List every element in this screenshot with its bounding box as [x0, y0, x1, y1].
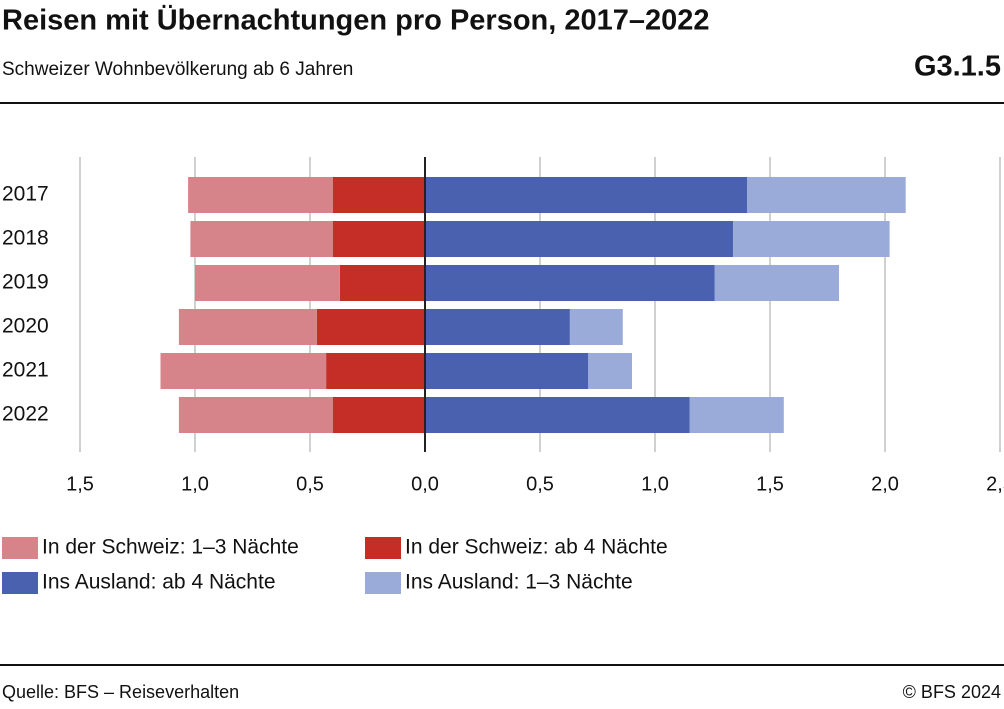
bar [333, 177, 425, 213]
y-tick-label: 2019 [2, 271, 49, 294]
bar [316, 309, 425, 345]
bar [188, 177, 333, 213]
legend-label: In der Schweiz: ab 4 Nächte [405, 536, 668, 559]
bar [588, 353, 632, 389]
chart-id: G3.1.5 [914, 51, 1001, 83]
bar [160, 353, 327, 389]
legend-swatch [365, 572, 401, 594]
x-tick-label: 1,0 [181, 473, 209, 495]
bar [425, 397, 690, 433]
bar [178, 309, 317, 345]
y-tick-label: 2017 [2, 183, 49, 206]
x-tick-label: 1,5 [66, 473, 94, 495]
x-tick-label: 2,0 [871, 473, 899, 495]
legend-label: Ins Ausland: 1–3 Nächte [405, 571, 633, 594]
y-tick-label: 2018 [2, 227, 49, 250]
bar [689, 397, 784, 433]
bar [333, 221, 425, 257]
copyright: © BFS 2024 [903, 682, 1001, 702]
bar [569, 309, 623, 345]
y-tick-label: 2020 [2, 315, 49, 338]
bar [425, 221, 734, 257]
x-tick-label: 1,5 [756, 473, 784, 495]
y-tick-label: 2021 [2, 359, 49, 382]
bar [425, 353, 589, 389]
chart-title: Reisen mit Übernachtungen pro Person, 20… [2, 4, 710, 37]
bar [326, 353, 425, 389]
bar [190, 221, 333, 257]
source: Quelle: BFS – Reiseverhalten [2, 682, 239, 702]
bar [425, 177, 747, 213]
legend-swatch [2, 537, 38, 559]
bar [333, 397, 425, 433]
x-tick-label: 0,0 [411, 473, 439, 495]
bar [339, 265, 425, 301]
x-tick-label: 2,5 [986, 473, 1004, 495]
bar [425, 309, 570, 345]
bar [733, 221, 890, 257]
bar [714, 265, 839, 301]
chart-subtitle: Schweizer Wohnbevölkerung ab 6 Jahren [2, 59, 353, 80]
legend-swatch [2, 572, 38, 594]
bar [178, 397, 333, 433]
legend-label: In der Schweiz: 1–3 Nächte [42, 536, 299, 559]
bar [747, 177, 906, 213]
legend-swatch [365, 537, 401, 559]
y-tick-label: 2022 [2, 403, 49, 426]
bar [425, 265, 715, 301]
x-tick-label: 0,5 [296, 473, 324, 495]
legend-label: Ins Ausland: ab 4 Nächte [42, 571, 276, 594]
x-tick-label: 1,0 [641, 473, 669, 495]
x-tick-label: 0,5 [526, 473, 554, 495]
bar [195, 265, 340, 301]
